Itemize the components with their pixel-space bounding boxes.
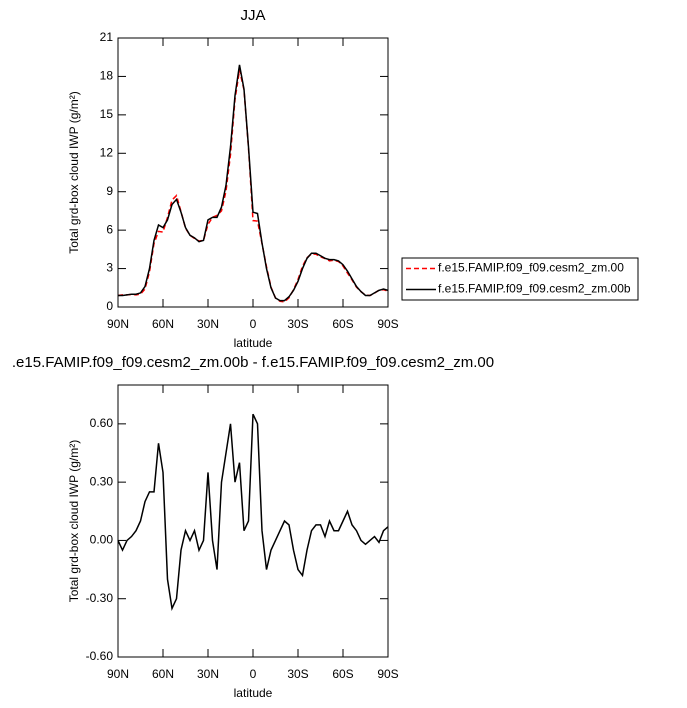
x-tick-label: 90S: [377, 317, 398, 331]
y-axis-label: Total grd-box cloud IWP (g/m²): [67, 440, 81, 603]
y-tick-label: 12: [100, 145, 114, 159]
y-tick-label: 0.30: [90, 474, 114, 488]
data-line: [117, 413, 389, 611]
legend-label: f.e15.FAMIP.f09_f09.cesm2_zm.00: [438, 261, 624, 275]
data-line: [117, 69, 389, 303]
y-tick-label: -0.60: [86, 649, 114, 663]
x-tick-label: 30S: [287, 667, 308, 681]
y-tick-label: 0.00: [90, 533, 114, 547]
x-tick-label: 60S: [332, 317, 353, 331]
x-tick-label: 60N: [152, 667, 174, 681]
x-tick-label: 30S: [287, 317, 308, 331]
y-axis-label: Total grd-box cloud IWP (g/m²): [67, 91, 81, 254]
x-tick-label: 30N: [197, 317, 219, 331]
x-axis-label: latitude: [234, 336, 273, 350]
chart-title: JJA: [240, 7, 265, 24]
x-tick-label: 60N: [152, 317, 174, 331]
x-tick-label: 90N: [107, 667, 129, 681]
x-tick-label: 90N: [107, 317, 129, 331]
y-tick-label: 18: [100, 69, 114, 83]
y-tick-label: 9: [106, 184, 113, 198]
chart-title: .e15.FAMIP.f09_f09.cesm2_zm.00b - f.e15.…: [12, 354, 494, 371]
x-tick-label: 60S: [332, 667, 353, 681]
x-tick-label: 0: [250, 317, 257, 331]
x-axis-label: latitude: [234, 686, 273, 700]
y-tick-label: 15: [100, 107, 114, 121]
y-tick-label: 0.60: [90, 416, 114, 430]
y-tick-label: -0.30: [86, 591, 114, 605]
data-line: [118, 64, 389, 302]
y-tick-label: 3: [106, 261, 113, 275]
x-tick-label: 90S: [377, 667, 398, 681]
legend-box: [401, 257, 639, 301]
plot-frame: [117, 384, 389, 658]
y-tick-label: 6: [106, 222, 113, 236]
plot-frame: [117, 37, 389, 308]
x-tick-label: 0: [250, 667, 257, 681]
y-tick-label: 21: [100, 30, 114, 44]
y-tick-label: 0: [106, 299, 113, 313]
x-tick-label: 30N: [197, 667, 219, 681]
legend-label: f.e15.FAMIP.f09_f09.cesm2_zm.00b: [438, 282, 631, 296]
